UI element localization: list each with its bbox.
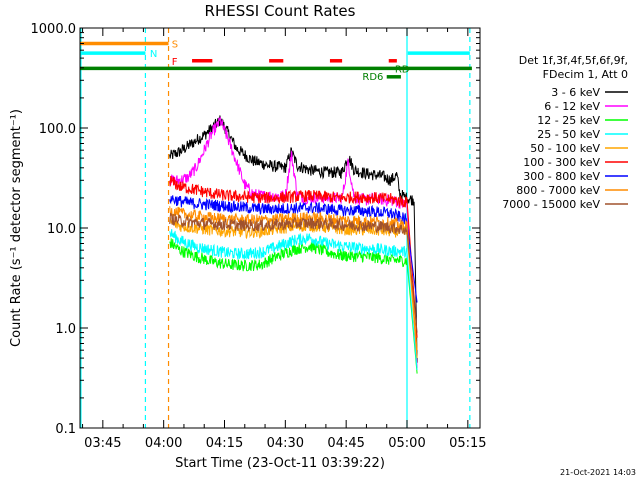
legend-entry-label: 300 - 800 keV <box>523 170 600 183</box>
series-line-4 <box>169 229 418 371</box>
plot-area: S N F RD RD6 <box>80 28 472 428</box>
x-tick-label: 04:30 <box>267 436 304 451</box>
y-axis: 0.1 1.0 10.0 100.0 1000.0 <box>31 22 480 437</box>
x-tick-label: 05:00 <box>388 436 425 451</box>
x-tick-label: 05:15 <box>449 436 486 451</box>
legend-entry-label: 12 - 25 keV <box>537 114 600 127</box>
series-line-8 <box>169 206 418 351</box>
state-label-rd6: RD6 <box>362 72 383 83</box>
chart-title: RHESSI Count Rates <box>205 2 356 20</box>
series-line-3 <box>169 238 418 374</box>
x-tick-label: 03:45 <box>84 436 121 451</box>
legend-entry-label: 800 - 7000 keV <box>516 184 600 197</box>
series-line-6 <box>169 175 418 338</box>
legend-entry-label: 7000 - 15000 keV <box>502 198 600 211</box>
x-tick-label: 04:45 <box>327 436 364 451</box>
state-label-n: N <box>150 49 157 60</box>
legend-entry-label: 3 - 6 keV <box>551 86 600 99</box>
y-tick-label: 10.0 <box>47 222 76 237</box>
legend-header-line: FDecim 1, Att 0 <box>543 68 628 81</box>
y-tick-label: 0.1 <box>55 422 76 437</box>
state-label-rd: RD <box>395 64 410 75</box>
x-tick-label: 04:00 <box>145 436 182 451</box>
y-tick-label: 1.0 <box>55 322 76 337</box>
state-label-s: S <box>172 39 178 50</box>
legend-entry-label: 50 - 100 keV <box>530 142 600 155</box>
legend: Det 1f,3f,4f,5f,6f,9f,FDecim 1, Att 0 3 -… <box>502 54 628 211</box>
state-label-f: F <box>172 57 178 68</box>
footer-date: 21-Oct-2021 14:03 <box>560 468 636 477</box>
legend-entry-label: 25 - 50 keV <box>537 128 600 141</box>
x-axis: 03:45 04:00 04:15 04:30 04:45 05:00 05:15 <box>82 28 487 451</box>
legend-entry-label: 6 - 12 keV <box>544 100 600 113</box>
y-tick-label: 100.0 <box>39 122 76 137</box>
y-axis-label: Count Rate (s⁻¹ detector segment⁻¹) <box>9 109 24 347</box>
series-line-9 <box>169 212 418 333</box>
y-tick-label: 1000.0 <box>31 22 77 37</box>
legend-entry-label: 100 - 300 keV <box>523 156 600 169</box>
x-tick-label: 04:15 <box>206 436 243 451</box>
x-axis-label: Start Time (23-Oct-11 03:39:22) <box>175 456 385 471</box>
legend-header-line: Det 1f,3f,4f,5f,6f,9f, <box>519 54 628 67</box>
